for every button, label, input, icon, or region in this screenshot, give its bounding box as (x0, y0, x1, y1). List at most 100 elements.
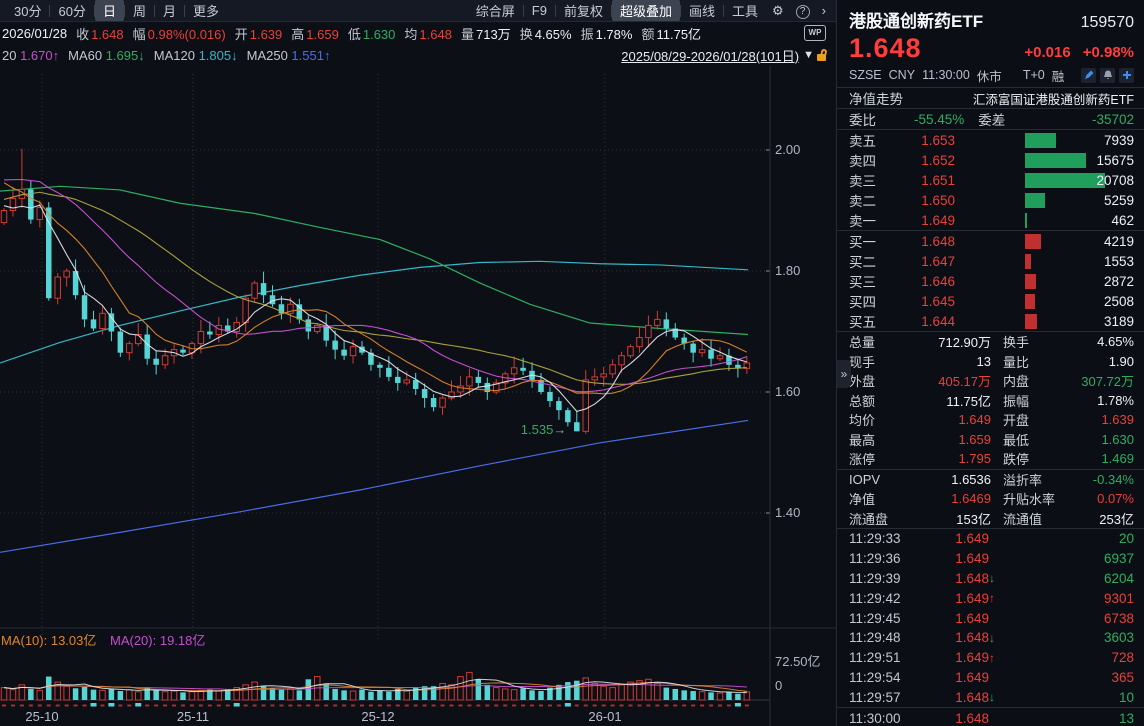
period-tab-更多[interactable]: 更多 (192, 4, 219, 19)
stat-label: 量比 (1003, 354, 1030, 370)
level-price[interactable]: 1.646 (921, 273, 955, 289)
tick-row: 11:29:33 1.649 20 (837, 529, 1144, 549)
help-icon[interactable]: ? (790, 2, 816, 19)
tick-volume: 365 (1111, 669, 1134, 685)
weicha-label: 委差 (978, 113, 1006, 128)
tick-time: 11:29:57 (849, 689, 901, 705)
bid-level-4[interactable]: 买四 1.645 2508 (837, 291, 1144, 311)
price-change: +0.016 (1024, 44, 1071, 61)
unlock-icon[interactable] (817, 47, 828, 62)
stat-value: 1.6469 (951, 491, 991, 507)
level-price[interactable]: 1.648 (921, 233, 955, 249)
tab-separator (554, 4, 556, 17)
quote-field-value: 1.639 (249, 26, 283, 42)
toolbar-action-画线[interactable]: 画线 (688, 4, 715, 19)
toolbar-action-工具[interactable]: 工具 (731, 4, 758, 19)
level-price[interactable]: 1.652 (921, 152, 955, 168)
level-price[interactable]: 1.645 (921, 293, 955, 309)
tick-time: 11:29:48 (849, 630, 901, 646)
toolbar-right-group: 综合屏 F9 前复权 超级叠加 画线 工具 ⚙ ? › (468, 0, 832, 21)
chart-section: 30分 60分日周 月 更多 综合屏 F9 前复权 超级叠加 画线 工具 ⚙ ? › 2026/… (0, 0, 836, 726)
tplus-badge: T+0 (1022, 68, 1045, 82)
toolbar-actions: 综合屏 F9 前复权 超级叠加 画线 工具 (468, 0, 766, 21)
period-tab-日[interactable]: 日 (94, 0, 124, 21)
toolbar-action-综合屏[interactable]: 综合屏 (475, 4, 515, 19)
stat-label: 开盘 (1003, 413, 1030, 429)
fast-ma-lines (3, 178, 748, 412)
level-volume: 15675 (1096, 152, 1134, 168)
wp-icon[interactable]: WP (804, 25, 826, 41)
level-price[interactable]: 1.649 (921, 212, 955, 228)
signal-strip (2, 703, 749, 707)
gear-icon[interactable]: ⚙ (772, 2, 784, 18)
add-icon[interactable] (1119, 67, 1134, 83)
tick-time: 11:29:36 (849, 551, 901, 567)
tab-separator (183, 4, 185, 17)
stat-label: 最低 (1003, 432, 1030, 448)
ask-depth-bar (1025, 172, 1105, 188)
ask-level-2[interactable]: 卖一 1.649 462 (837, 210, 1144, 230)
ask-level-6[interactable]: 卖五 1.653 7939 (837, 130, 1144, 150)
stat-value: 1.469 (1101, 451, 1134, 467)
tick-time: 11:29:42 (849, 590, 901, 606)
fund-name-link[interactable]: 汇添富国证港股通创新药ETF (972, 92, 1134, 107)
panel-expand-handle[interactable]: » (837, 360, 851, 388)
period-tab-周[interactable]: 周 (132, 4, 146, 19)
volume-axis-zero: 0 (775, 678, 783, 693)
tick-time: 11:29:45 (849, 610, 901, 626)
level-price[interactable]: 1.653 (921, 132, 955, 148)
kline-chart-area[interactable]: 2.00 1.80 1.60 1.40 72.50亿 0 25-10 25-11 25-12 2… (0, 66, 836, 726)
quote-field-换: 换 4.65% (520, 24, 572, 43)
quote-field-幅: 幅 0.98%(0.016) (133, 24, 226, 43)
tick-time: 11:29:39 (849, 570, 901, 586)
ask-level-4[interactable]: 卖三 1.651 20708 (837, 170, 1144, 190)
ma-value: 1.551↑ (291, 47, 331, 63)
level-price[interactable]: 1.651 (921, 172, 955, 188)
dropdown-triangle-icon[interactable]: ▼ (803, 49, 814, 61)
bid-level-5[interactable]: 买五 1.644 3189 (837, 311, 1144, 331)
quote-field-振: 振 1.78% (581, 24, 633, 43)
toolbar-action-超级叠加[interactable]: 超级叠加 (611, 0, 680, 21)
period-tab-月[interactable]: 月 (162, 4, 176, 19)
stat-value: 253亿 (1099, 511, 1134, 527)
alert-bell-icon[interactable] (1100, 67, 1115, 83)
ask-depth-bar (1025, 132, 1056, 148)
exchange-label: SZSE (849, 68, 882, 82)
stat-cell: 总量 712.90万 (849, 332, 991, 351)
tick-row: 11:29:42 1.649 ↑ 9301 (837, 588, 1144, 608)
level-label: 买二 (849, 255, 876, 270)
tick-time: 11:29:54 (849, 669, 901, 685)
bid-level-2[interactable]: 买二 1.647 1553 (837, 251, 1144, 271)
bid-level-1[interactable]: 买一 1.648 4219 (837, 231, 1144, 251)
stats-row: 总量 712.90万 换手 4.65% (837, 332, 1144, 352)
stat-label: 流通值 (1003, 511, 1043, 527)
ask-level-3[interactable]: 卖二 1.650 5259 (837, 190, 1144, 210)
stat-label: 流通盘 (849, 511, 889, 527)
weicha-value: -35702 (1091, 111, 1134, 127)
quote-field-value: 1.648 (419, 26, 452, 42)
level-price[interactable]: 1.647 (921, 253, 955, 269)
edit-icon[interactable] (1081, 67, 1096, 83)
level-volume: 2508 (1103, 293, 1134, 309)
quote-field-label: 高 (291, 26, 305, 42)
stat-cell: 流通盘 153亿 (849, 509, 991, 528)
ask-level-5[interactable]: 卖四 1.652 15675 (837, 150, 1144, 170)
quote-field-value: 4.65% (534, 26, 572, 42)
level-price[interactable]: 1.644 (921, 313, 955, 329)
period-tab-30分[interactable]: 30分 (14, 4, 42, 19)
ma-legend-MA120: MA120 1.805↓ (154, 48, 238, 63)
quote-field-value: 713万 (475, 26, 511, 42)
volume-axis-max: 72.50亿 (775, 654, 821, 669)
bid-level-3[interactable]: 买三 1.646 2872 (837, 271, 1144, 291)
quote-field-label: 均 (404, 26, 418, 42)
date-range-selector[interactable]: 2025/08/29-2026/01/28(101日) (621, 48, 800, 64)
level-price[interactable]: 1.650 (921, 192, 955, 208)
toolbar-action-F9[interactable]: F9 (531, 3, 547, 18)
stat-label: 换手 (1003, 335, 1030, 351)
period-tab-60分[interactable]: 60分 (58, 4, 86, 19)
toolbar-action-前复权[interactable]: 前复权 (563, 4, 603, 19)
chevron-right-icon[interactable]: › (821, 3, 826, 18)
level-volume: 3189 (1103, 313, 1134, 329)
volume-ma10-label: MA(10): 13.03亿 (1, 633, 97, 648)
bid-depth-bar (1025, 293, 1035, 309)
